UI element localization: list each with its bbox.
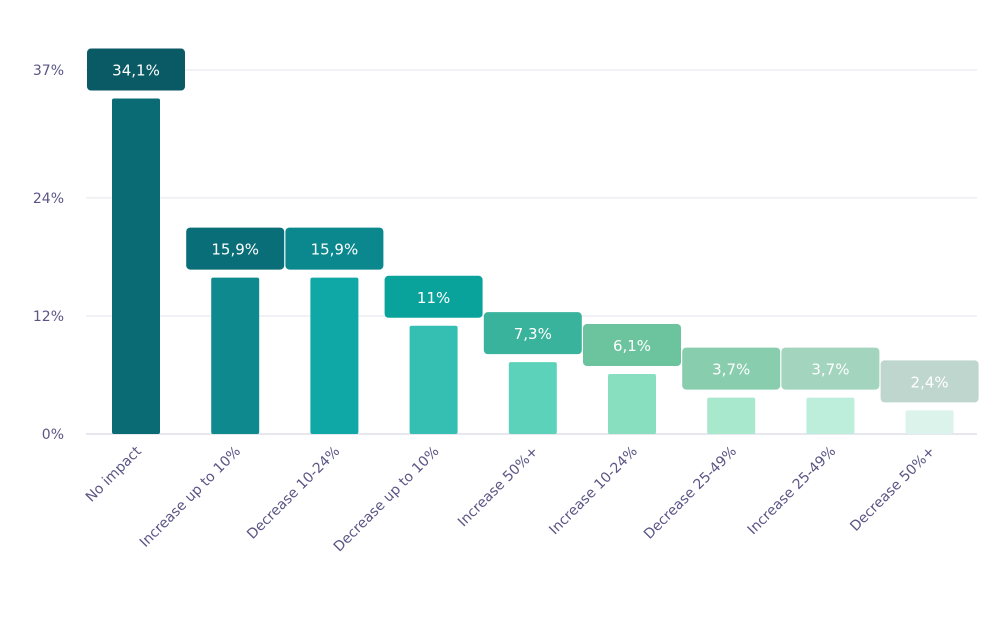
y-tick-label: 37% [33, 63, 64, 79]
value-label: 6,1% [613, 337, 651, 355]
bar [608, 373, 656, 434]
bar [310, 277, 359, 434]
value-label-box [285, 227, 384, 270]
bars [112, 98, 954, 435]
value-label: 15,9% [211, 241, 259, 259]
value-label: 7,3% [514, 325, 552, 343]
value-label: 3,7% [712, 361, 750, 379]
x-tick-label: Decrease 50%+ [847, 444, 938, 535]
value-label: 15,9% [311, 241, 359, 259]
value-label-box [87, 48, 185, 91]
x-tick-label: Increase 10-24% [546, 444, 641, 539]
value-labels: 34,1% 15,9% 15,9% 11% 7,3% 6,1% 3,7% 3,7% 2,4% [87, 48, 979, 403]
x-tick-label: Increase 50%+ [455, 444, 542, 531]
bar [409, 325, 458, 434]
bar [211, 277, 260, 434]
value-label-box [682, 347, 781, 390]
value-label-box [583, 323, 681, 366]
value-label-box [880, 360, 979, 403]
bar [905, 410, 954, 434]
bar [707, 397, 756, 434]
value-label: 2,4% [911, 373, 949, 391]
value-label: 3,7% [811, 361, 849, 379]
y-axis-ticks: 0% 12% 24% 37% [33, 63, 64, 443]
x-tick-label: Increase 25-49% [745, 444, 840, 539]
x-tick-label: Decrease 25-49% [641, 444, 740, 543]
x-tick-label: No impact [83, 443, 145, 505]
y-tick-label: 12% [33, 309, 64, 325]
value-label-box [781, 347, 880, 390]
bar [112, 98, 160, 435]
bar [508, 362, 557, 434]
x-tick-label: Decrease 10-24% [244, 444, 343, 543]
x-tick-label: Decrease up to 10% [331, 444, 443, 556]
bar [806, 397, 855, 434]
value-label: 11% [417, 289, 450, 307]
value-label-box [384, 275, 483, 318]
y-tick-label: 0% [42, 427, 64, 443]
y-tick-label: 24% [33, 191, 64, 207]
value-label-box [483, 312, 582, 355]
value-label-box [186, 227, 285, 270]
value-label: 34,1% [112, 62, 160, 80]
x-tick-label: Increase up to 10% [137, 444, 244, 551]
